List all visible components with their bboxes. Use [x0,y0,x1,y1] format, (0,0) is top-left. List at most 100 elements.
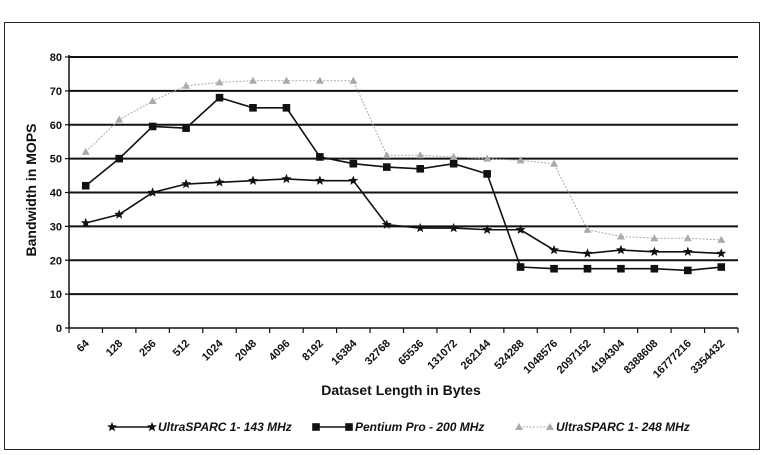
data-point-square [115,154,123,163]
data-point-triangle [282,76,291,84]
data-point-square [449,159,458,168]
data-point-square [516,263,525,271]
series-line [85,178,722,255]
x-tick-label: 16384 [329,337,360,368]
data-point-square [416,164,425,173]
x-axis-title: Dataset Length in Bytes [321,382,481,398]
data-point-triangle [416,151,425,159]
data-point-star [80,217,91,228]
data-point-star [107,421,117,432]
y-tick-label: 40 [50,188,62,200]
series-pentium-pro-200 [81,93,726,275]
data-point-square [345,423,353,431]
data-point-star [582,248,593,258]
x-tick-label: 131072 [425,338,459,372]
legend-item: Pentium Pro - 200 MHz [312,420,484,434]
gridlines [69,56,738,296]
chart-frame [4,22,760,450]
data-point-star [314,175,325,185]
data-point-triangle [650,234,659,242]
data-point-triangle [515,423,523,430]
y-axis-title: Bandwidth in MOPS [23,124,39,257]
data-point-triangle [546,423,554,430]
y-tick-label: 80 [50,52,62,64]
data-point-triangle [717,235,726,243]
data-point-triangle [315,76,324,84]
data-point-triangle [550,159,559,167]
series-ultrasparc-248 [81,76,726,243]
series-line [85,96,722,272]
y-tick-labels: 0 10 20 30 40 50 60 70 80 [50,52,62,335]
x-tick-label: 512 [171,338,192,359]
x-tick-label: 262144 [459,337,494,372]
x-tick-label: 256 [137,338,158,359]
legend-label: UltraSPARC 1- 143 MHz [158,420,292,434]
legend-label: UltraSPARC 1- 248 MHz [556,420,690,434]
legend: UltraSPARC 1- 143 MHz Pentium Pro - 200 M… [107,420,690,434]
data-point-triangle [148,97,157,105]
data-point-star [649,246,660,256]
data-point-triangle [683,234,692,242]
legend-item: UltraSPARC 1- 143 MHz [107,420,292,434]
data-point-star [147,187,158,197]
data-point-star [482,224,493,234]
data-point-star [348,175,359,185]
x-tick-label: 4194304 [588,337,627,376]
x-tick-label: 2097152 [555,338,594,377]
y-tick-label: 10 [50,289,62,301]
y-tick-label: 50 [50,154,62,166]
data-point-star [448,222,459,233]
data-point-star [114,209,125,219]
data-point-triangle [215,78,224,86]
data-point-square [282,104,291,112]
data-point-square [550,264,558,273]
data-point-triangle [81,147,90,155]
x-tick-label: 8192 [300,338,326,364]
x-tick-label: 128 [104,338,125,359]
data-point-square [583,264,592,273]
data-point-triangle [516,156,525,164]
data-point-square [81,181,90,190]
data-point-square [215,93,224,102]
x-tick-label: 4096 [267,338,293,364]
data-point-square [182,124,190,132]
x-tick-label: 3354432 [689,338,728,377]
legend-label: Pentium Pro - 200 MHz [355,420,484,434]
data-point-square [148,122,157,131]
data-point-square [349,159,358,168]
series-lines [80,76,727,275]
data-point-star [281,173,292,184]
data-point-star [214,177,225,187]
data-point-square [316,153,324,161]
data-point-star [682,246,693,256]
data-point-star [381,219,392,229]
data-point-triangle [583,225,592,233]
data-point-triangle [483,154,492,162]
data-point-triangle [182,81,191,89]
x-tick-labels: 64 128 256 512 1024 2048 4096 8192 16384 32768 655… [75,337,728,381]
x-tick-label: 32768 [363,338,393,368]
y-tick-label: 0 [56,323,62,335]
data-point-square [382,163,391,171]
y-tick-label: 20 [50,255,62,267]
data-point-star [147,421,157,432]
data-point-star [415,222,426,233]
x-tick-label: 1048576 [521,338,560,377]
series-line [85,80,722,241]
data-point-square [684,266,692,275]
data-point-triangle [382,151,391,159]
x-tick-label: 2048 [233,338,259,364]
data-point-square [650,264,659,273]
data-point-square [617,264,625,273]
x-tick-label: 65536 [396,338,426,368]
data-point-square [717,263,726,271]
data-point-star [248,175,258,185]
y-tick-label: 60 [50,120,62,132]
axes [65,55,739,333]
data-point-triangle [349,76,358,84]
data-point-star [515,224,526,234]
y-tick-label: 30 [50,221,62,233]
data-point-star [549,244,559,255]
data-point-triangle [248,76,257,84]
